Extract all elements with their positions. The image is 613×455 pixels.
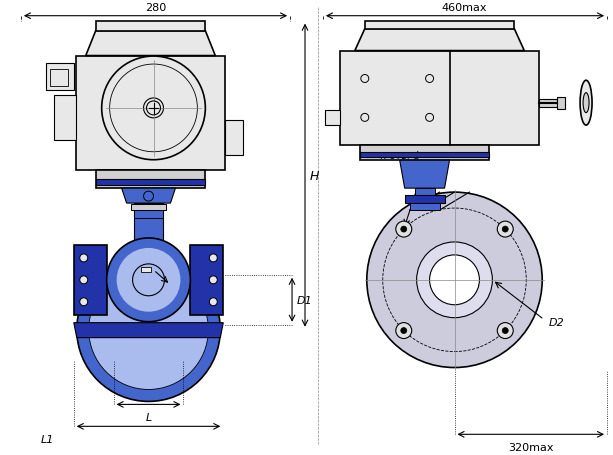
Circle shape: [361, 76, 369, 83]
Circle shape: [417, 243, 492, 318]
Circle shape: [401, 227, 407, 233]
Bar: [46, 63, 74, 91]
Bar: [96, 180, 205, 186]
Bar: [134, 204, 164, 243]
Polygon shape: [74, 245, 107, 315]
Bar: [131, 205, 167, 211]
Polygon shape: [355, 30, 524, 51]
Circle shape: [77, 258, 220, 401]
Bar: [325, 111, 340, 126]
Polygon shape: [74, 323, 223, 338]
Bar: [96, 171, 205, 189]
Circle shape: [80, 276, 88, 284]
Circle shape: [102, 57, 205, 160]
Circle shape: [116, 248, 180, 312]
Text: L1: L1: [40, 435, 54, 445]
Circle shape: [502, 227, 508, 233]
Circle shape: [80, 298, 88, 306]
Bar: [557, 97, 565, 109]
Text: n отв. d: n отв. d: [380, 151, 419, 161]
Bar: [50, 69, 68, 87]
Text: H: H: [310, 169, 319, 182]
Circle shape: [80, 254, 88, 262]
Circle shape: [209, 276, 217, 284]
Text: L: L: [145, 413, 151, 422]
Circle shape: [497, 323, 513, 339]
Bar: [414, 189, 435, 197]
Ellipse shape: [580, 81, 592, 126]
Circle shape: [209, 254, 217, 262]
Circle shape: [396, 222, 412, 238]
Circle shape: [497, 222, 513, 238]
Bar: [405, 196, 444, 204]
Text: D2: D2: [549, 317, 565, 327]
Bar: [539, 100, 557, 107]
Bar: [360, 153, 489, 158]
Circle shape: [132, 264, 164, 296]
Bar: [225, 121, 243, 156]
Polygon shape: [121, 189, 175, 204]
Bar: [140, 267, 151, 272]
Ellipse shape: [583, 93, 589, 113]
Text: D1: D1: [297, 295, 313, 305]
Circle shape: [425, 76, 433, 83]
Circle shape: [502, 328, 508, 334]
Bar: [76, 56, 225, 171]
Circle shape: [396, 323, 412, 339]
Circle shape: [367, 193, 543, 368]
Bar: [365, 22, 514, 30]
Circle shape: [401, 328, 407, 334]
Text: 320max: 320max: [508, 442, 554, 452]
Circle shape: [89, 270, 208, 389]
Circle shape: [430, 255, 479, 305]
Bar: [360, 146, 489, 161]
Bar: [340, 51, 539, 146]
Text: 280: 280: [145, 3, 166, 13]
Circle shape: [425, 114, 433, 122]
Circle shape: [107, 238, 191, 322]
Polygon shape: [191, 245, 223, 315]
Bar: [77, 325, 220, 335]
Bar: [54, 96, 76, 141]
Bar: [409, 204, 440, 211]
Bar: [134, 211, 164, 218]
Text: 460max: 460max: [442, 3, 487, 13]
Bar: [96, 22, 205, 31]
Polygon shape: [400, 161, 449, 189]
Polygon shape: [86, 31, 215, 56]
Circle shape: [361, 114, 369, 122]
Circle shape: [209, 298, 217, 306]
